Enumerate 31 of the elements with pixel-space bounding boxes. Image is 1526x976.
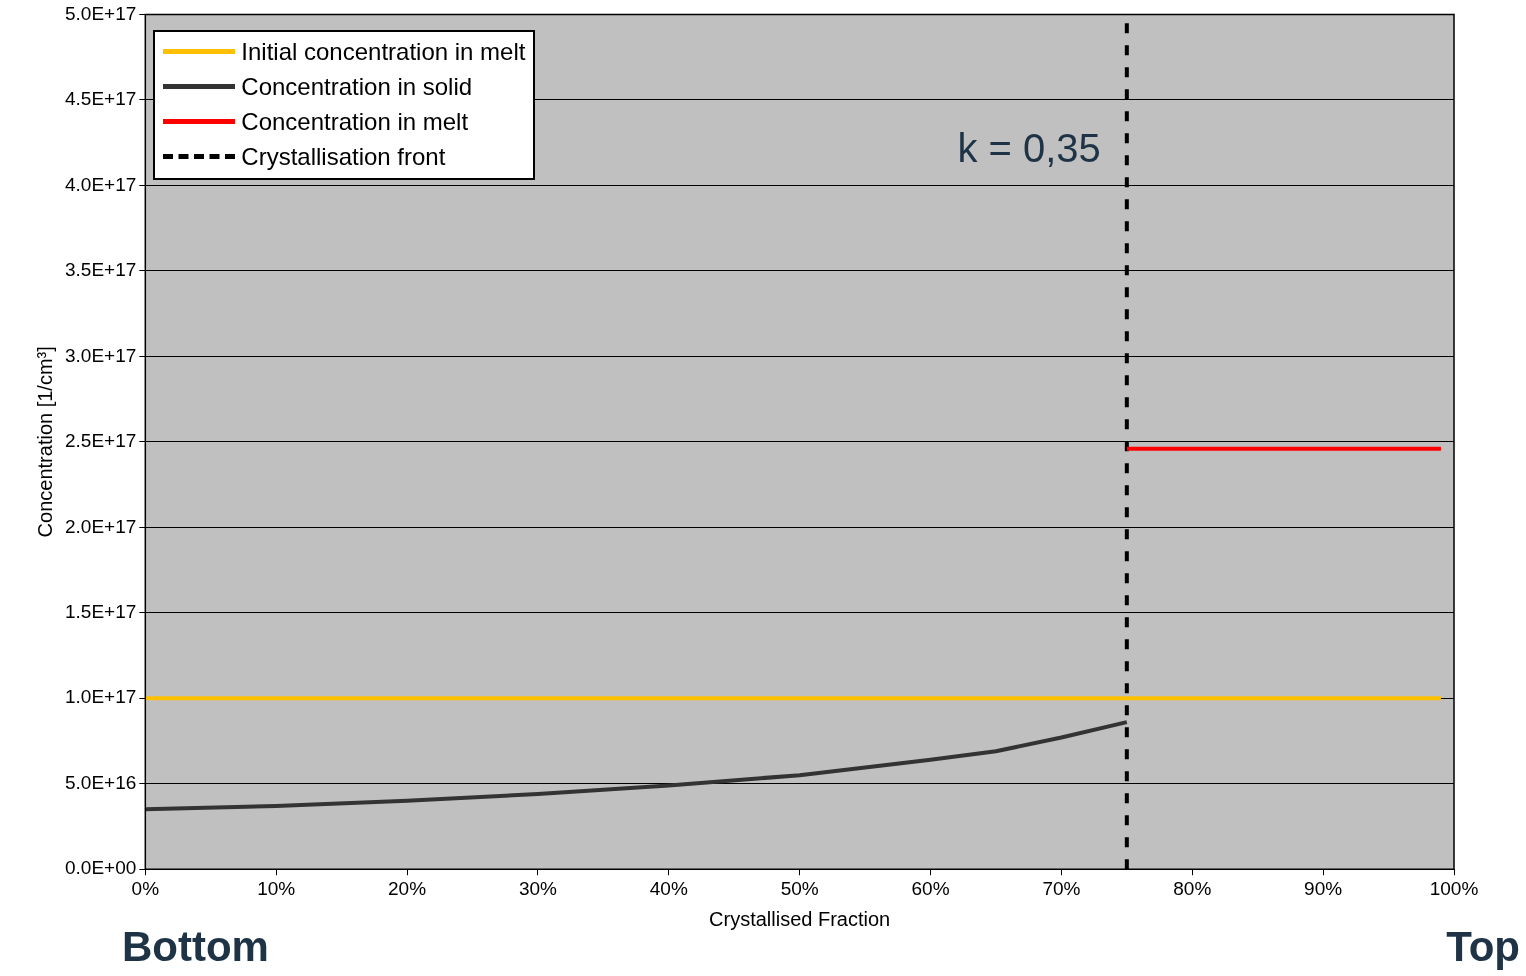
y-tick-label: 5.0E+17 bbox=[64, 2, 137, 24]
y-tick-label: 2.5E+17 bbox=[64, 430, 137, 452]
y-tick-label: 3.5E+17 bbox=[64, 259, 137, 281]
annotation: k = 0,35 bbox=[957, 126, 1101, 171]
text: Bottom bbox=[122, 922, 269, 970]
x-tick-label: 80% bbox=[1173, 877, 1212, 899]
legend-label: Concentration in solid bbox=[241, 72, 473, 101]
text: Top bbox=[1446, 922, 1520, 970]
x-tick-label: 60% bbox=[911, 877, 950, 899]
x-tick-label: 10% bbox=[257, 877, 296, 899]
y-tick-label: 1.0E+17 bbox=[64, 686, 137, 708]
y-axis-title: Concentration [1/cm³] bbox=[33, 346, 56, 538]
x-tick-label: 30% bbox=[518, 877, 558, 899]
x-tick-label: 40% bbox=[649, 877, 688, 899]
y-tick-label: 5.0E+16 bbox=[64, 771, 137, 793]
y-tick-label: 0.0E+00 bbox=[64, 857, 137, 879]
y-tick-label: 2.0E+17 bbox=[64, 515, 137, 537]
legend-label: Crystallisation front bbox=[241, 142, 446, 171]
x-tick-label: 100% bbox=[1429, 877, 1479, 899]
y-tick-label: 3.0E+17 bbox=[64, 344, 137, 366]
y-tick-label: 4.5E+17 bbox=[64, 88, 137, 110]
x-tick-label: 70% bbox=[1042, 877, 1081, 899]
legend-label: Initial concentration in melt bbox=[241, 37, 526, 66]
x-axis-title: Crystallised Fraction bbox=[709, 907, 891, 930]
x-tick-label: 0% bbox=[131, 877, 160, 899]
legend-label: Concentration in melt bbox=[241, 107, 469, 136]
x-tick-label: 50% bbox=[780, 877, 819, 899]
x-tick-label: 90% bbox=[1304, 877, 1343, 899]
y-tick-label: 1.5E+17 bbox=[64, 600, 137, 622]
x-tick-label: 20% bbox=[388, 877, 427, 899]
y-tick-label: 4.0E+17 bbox=[64, 173, 137, 195]
